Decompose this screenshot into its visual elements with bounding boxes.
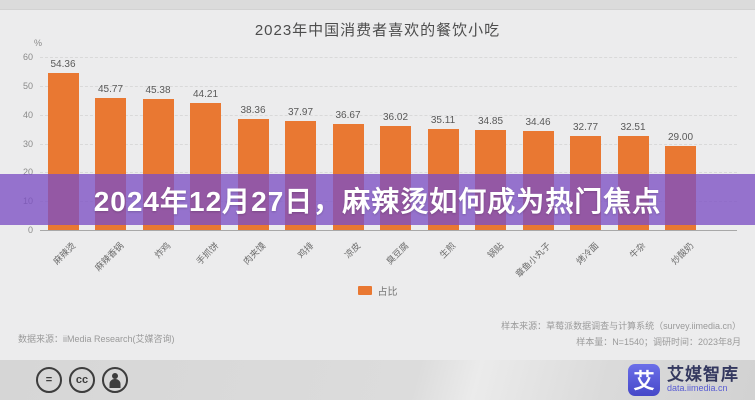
attribution-person-icon	[102, 367, 128, 393]
brand-url: data.iimedia.cn	[667, 383, 728, 394]
top-strip	[0, 0, 755, 10]
equals-license-icon: =	[36, 367, 62, 393]
brand-name: 艾媒智库	[667, 364, 739, 384]
headline-text: 2024年12月27日，麻辣烫如何成为热门焦点	[93, 185, 662, 217]
sample-source-line1: 样本来源：草莓派数据调查与计算系统（survey.iimedia.cn）	[501, 321, 741, 331]
y-axis-tick-label: 0	[27, 225, 33, 235]
data-source-note: 数据来源：iiMedia Research(艾媒咨询)	[18, 334, 175, 344]
cc-license-icon: cc	[69, 367, 95, 393]
y-axis-tick-label: 50	[22, 80, 33, 91]
headline-banner-overlay: 2024年12月27日，麻辣烫如何成为热门焦点	[0, 174, 755, 225]
gridline	[40, 85, 737, 87]
bar-value-label: 38.36	[240, 105, 266, 117]
bar-value-label: 45.77	[97, 84, 124, 96]
bar-value-label: 36.02	[382, 112, 409, 124]
chart-legend: 占比	[0, 283, 755, 298]
gridline	[40, 57, 737, 58]
sample-source-note: 样本来源：草莓派数据调查与计算系统（survey.iimedia.cn） 样本量…	[501, 318, 741, 350]
bar-value-label: 54.36	[50, 59, 76, 71]
y-axis-tick-label: 30	[22, 138, 33, 149]
x-axis-line	[40, 230, 737, 231]
footer-bar: = cc 艾 艾媒智库 data.iimedia.cn	[0, 360, 755, 400]
bar-value-label: 32.51	[620, 122, 646, 134]
bar-value-label: 29.00	[667, 132, 694, 144]
bar-value-label: 45.38	[145, 85, 171, 97]
bar-value-label: 32.77	[572, 121, 599, 133]
bar-value-label: 44.21	[192, 88, 219, 100]
bar-value-label: 36.67	[335, 110, 361, 122]
brand-badge-icon: 艾	[628, 364, 660, 396]
gridline	[40, 114, 737, 116]
bar-value-label: 37.97	[287, 106, 314, 118]
legend-color-swatch	[357, 286, 372, 295]
bar-value-label: 34.85	[477, 115, 504, 127]
brand-logo[interactable]: 艾 艾媒智库 data.iimedia.cn	[628, 364, 739, 396]
person-body	[109, 379, 121, 388]
y-axis-tick-label: 40	[22, 109, 33, 120]
y-axis-tick-label: 20	[22, 167, 33, 178]
sample-source-line2: 样本量：N=1540；调研时间：2023年8月	[576, 337, 741, 347]
bar-value-label: 34.46	[525, 116, 551, 128]
y-axis-unit-label: %	[34, 38, 43, 48]
y-axis-tick-label: 60	[22, 52, 33, 62]
brand-text: 艾媒智库 data.iimedia.cn	[667, 364, 739, 395]
bar-value-label: 35.11	[430, 114, 456, 126]
chart-title: 2023年中国消费者喜欢的餐饮小吃	[254, 22, 501, 39]
person-head	[112, 373, 118, 379]
license-icons: = cc	[36, 367, 128, 393]
legend-label: 占比	[377, 287, 398, 298]
